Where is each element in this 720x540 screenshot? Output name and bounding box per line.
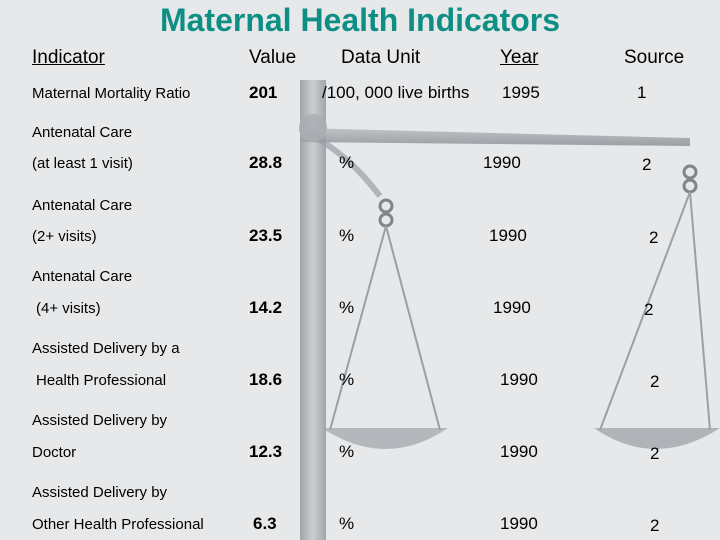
row-label-sub: Health Professional [36, 372, 167, 389]
row-label-sub: (at least 1 visit) [32, 155, 133, 172]
row-source: 2 [642, 155, 652, 174]
row-year: 1995 [502, 83, 540, 102]
header-data-unit: Data Unit [341, 47, 421, 68]
row-unit: /100, 000 live births [322, 83, 470, 102]
row-year: 1990 [483, 153, 521, 172]
row-label: Antenatal Care [32, 268, 133, 285]
row-source: 2 [650, 372, 660, 391]
row-year: 1990 [500, 370, 538, 389]
row-unit: % [339, 514, 355, 533]
row-value: 23.5 [249, 226, 283, 245]
row-label-sub: (4+ visits) [36, 300, 101, 317]
row-label-sub: Doctor [32, 444, 77, 461]
row-value: 14.2 [249, 298, 283, 317]
row-year: 1990 [489, 226, 527, 245]
row-unit: % [339, 226, 355, 245]
row-unit: % [339, 298, 355, 317]
row-value: 201 [249, 83, 278, 102]
row-value: 12.3 [249, 442, 283, 461]
row-label: Assisted Delivery by [32, 412, 168, 429]
header-indicator: Indicator [32, 47, 105, 68]
row-year: 1990 [500, 514, 538, 533]
row-label: Assisted Delivery by [32, 484, 168, 501]
header-source: Source [624, 47, 685, 68]
row-source: 2 [649, 228, 659, 247]
row-value: 28.8 [249, 153, 283, 172]
row-label-sub: (2+ visits) [32, 228, 97, 245]
row-unit: % [339, 153, 355, 172]
row-source: 2 [650, 516, 660, 535]
row-year: 1990 [500, 442, 538, 461]
row-label: Assisted Delivery by a [32, 340, 180, 357]
row-year: 1990 [493, 298, 531, 317]
row-source: 2 [644, 300, 654, 319]
row-value: 18.6 [249, 370, 283, 389]
slide-title: Maternal Health Indicators [159, 2, 561, 38]
row-label: Antenatal Care [32, 124, 133, 141]
row-value: 6.3 [253, 514, 277, 533]
row-label-sub: Other Health Professional [32, 516, 204, 533]
header-year: Year [500, 47, 539, 68]
row-source: 2 [650, 444, 660, 463]
row-unit: % [339, 442, 355, 461]
row-source: 1 [637, 83, 647, 102]
header-value: Value [249, 47, 297, 68]
row-unit: % [339, 370, 355, 389]
row-label: Antenatal Care [32, 197, 133, 214]
row-label: Maternal Mortality Ratio [32, 85, 191, 102]
